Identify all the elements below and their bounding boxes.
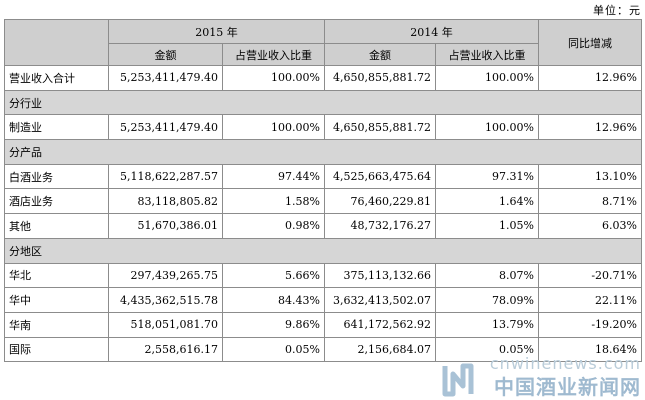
table-body: 营业收入合计 5,253,411,479.40 100.00% 4,650,855,8… [4, 65, 642, 363]
row-label: 国际 [4, 336, 109, 363]
yoy-cell: -19.20% [538, 311, 642, 338]
section-row: 分行业 [4, 89, 642, 116]
yoy-cell: 13.10% [538, 163, 642, 190]
amount-2014-cell: 4,650,855,881.72 [324, 114, 436, 141]
amount-2015-cell: 51,670,386.01 [108, 213, 223, 239]
header-2015: 2015 年 [108, 19, 325, 44]
row-label: 华中 [4, 287, 109, 313]
header-row-columns: 金额 占营业收入比重 金额 占营业收入比重 [5, 43, 642, 66]
yoy-cell: 8.71% [538, 188, 642, 215]
section-row: 分产品 [4, 139, 642, 165]
row-label: 华南 [4, 311, 109, 338]
amount-2014-cell: 4,525,663,475.64 [324, 163, 436, 190]
share-2014-cell: 1.64% [435, 188, 539, 215]
table-row: 制造业 5,253,411,479.40 100.00% 4,650,855,881.… [4, 114, 642, 141]
share-2015-cell: 1.58% [222, 188, 325, 215]
share-2015-cell: 84.43% [222, 287, 325, 313]
share-2014-cell: 13.79% [435, 311, 539, 338]
table-row: 营业收入合计 5,253,411,479.40 100.00% 4,650,855,8… [4, 65, 642, 91]
section-label: 分地区 [4, 237, 642, 264]
table-row: 华中 4,435,362,515.78 84.43% 3,632,413,502.07… [4, 287, 642, 313]
amount-2015-cell: 518,051,081.70 [108, 311, 223, 338]
unit-label: 单位：元 [593, 4, 641, 17]
amount-2015-cell: 297,439,265.75 [108, 262, 223, 289]
share-2015-cell: 100.00% [222, 65, 325, 91]
share-2015-cell: 0.05% [222, 336, 325, 363]
table-row: 其他 51,670,386.01 0.98% 48,732,176.27 1.05% 6.… [4, 213, 642, 239]
amount-2015-cell: 5,253,411,479.40 [108, 65, 223, 91]
table-row: 华南 518,051,081.70 9.86% 641,172,562.92 13.79… [4, 311, 642, 338]
yoy-cell: 22.11% [538, 287, 642, 313]
table-row: 白酒业务 5,118,622,287.57 97.44% 4,525,663,475.… [4, 163, 642, 190]
amount-2014-cell: 48,732,176.27 [324, 213, 436, 239]
yoy-cell: 12.96% [538, 65, 642, 91]
share-2015-cell: 97.44% [222, 163, 325, 190]
share-2014-cell: 97.31% [435, 163, 539, 190]
share-2014-cell: 8.07% [435, 262, 539, 289]
table-row: 华北 297,439,265.75 5.66% 375,113,132.66 8.07%… [4, 262, 642, 289]
amount-2014-cell: 641,172,562.92 [324, 311, 436, 338]
share-2015-cell: 100.00% [222, 114, 325, 141]
header-yoy: 同比增减 [538, 19, 642, 66]
share-2014-cell: 78.09% [435, 287, 539, 313]
table-row: 国际 2,558,616.17 0.05% 2,156,684.07 0.05% 18.6… [4, 336, 642, 363]
row-label: 华北 [4, 262, 109, 289]
header-share-2015: 占营业收入比重 [222, 43, 325, 66]
header-corner [4, 19, 109, 66]
section-label: 分行业 [4, 89, 642, 116]
yoy-cell: 6.03% [538, 213, 642, 239]
section-label: 分产品 [4, 139, 642, 165]
amount-2014-cell: 4,650,855,881.72 [324, 65, 436, 91]
watermark-name: 中国酒业新闻网 [494, 375, 641, 399]
header-row-years: 2015 年 2014 年 同比增减 [4, 19, 642, 66]
share-2015-cell: 5.66% [222, 262, 325, 289]
share-2015-cell: 9.86% [222, 311, 325, 338]
share-2014-cell: 100.00% [435, 65, 539, 91]
yoy-cell: -20.71% [538, 262, 642, 289]
header-amount-2014: 金额 [324, 43, 436, 66]
section-row: 分地区 [4, 237, 642, 264]
table-row: 酒店业务 83,118,805.82 1.58% 76,460,229.81 1.64%… [4, 188, 642, 215]
amount-2015-cell: 2,558,616.17 [108, 336, 223, 363]
row-label: 白酒业务 [4, 163, 109, 190]
share-2015-cell: 0.98% [222, 213, 325, 239]
header-amount-2015: 金额 [108, 43, 223, 66]
row-label: 制造业 [4, 114, 109, 141]
revenue-table: 2015 年 2014 年 同比增减 金额 占营业收入比重 金额 占营业收入比重… [4, 19, 642, 363]
row-label: 酒店业务 [4, 188, 109, 215]
amount-2015-cell: 5,253,411,479.40 [108, 114, 223, 141]
header-2014: 2014 年 [324, 19, 539, 44]
amount-2014-cell: 76,460,229.81 [324, 188, 436, 215]
amount-2015-cell: 5,118,622,287.57 [108, 163, 223, 190]
yoy-cell: 12.96% [538, 114, 642, 141]
amount-2014-cell: 2,156,684.07 [324, 336, 436, 363]
amount-2015-cell: 4,435,362,515.78 [108, 287, 223, 313]
amount-2014-cell: 375,113,132.66 [324, 262, 436, 289]
share-2014-cell: 0.05% [435, 336, 539, 363]
share-2014-cell: 1.05% [435, 213, 539, 239]
row-label: 营业收入合计 [4, 65, 109, 91]
amount-2014-cell: 3,632,413,502.07 [324, 287, 436, 313]
header-share-2014: 占营业收入比重 [435, 43, 539, 66]
row-label: 其他 [4, 213, 109, 239]
amount-2015-cell: 83,118,805.82 [108, 188, 223, 215]
yoy-cell: 18.64% [538, 336, 642, 363]
share-2014-cell: 100.00% [435, 114, 539, 141]
watermark-logo-icon [442, 363, 474, 397]
